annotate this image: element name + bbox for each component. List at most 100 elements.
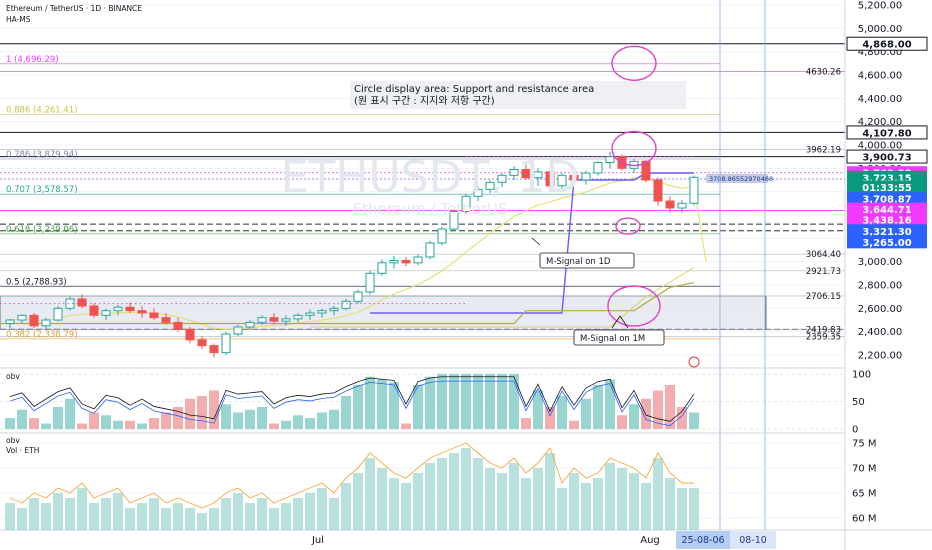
candle-body (221, 333, 231, 354)
obv-bar (449, 374, 459, 429)
sr-circle (607, 285, 661, 327)
volume-bar (317, 488, 327, 530)
obv-bar (485, 374, 495, 429)
obv-bar (269, 423, 279, 429)
price-badge-label: 01:33:55 (862, 183, 912, 194)
candle-body (5, 319, 15, 324)
obv-bar (473, 374, 483, 429)
obv-bar (221, 404, 231, 429)
obv-bar (53, 407, 63, 429)
obv-bar (77, 423, 87, 429)
obv-bar (125, 420, 135, 429)
volume-bar (5, 503, 15, 530)
time-label-jul: Jul (311, 535, 324, 546)
obv-bar (545, 407, 555, 429)
candle-body (485, 181, 495, 190)
fib-label: 0.382 (2,338.79) (6, 330, 78, 340)
obv-bar (629, 404, 639, 429)
fib-label: 0.618 (3,239.06) (6, 225, 78, 235)
candle-body (173, 321, 183, 330)
price-badge-label: 3,900.73 (862, 153, 911, 164)
volume-bar (89, 503, 99, 530)
volume-bar (533, 468, 543, 530)
candle-body (341, 300, 351, 309)
obv-bar (257, 407, 267, 429)
level-label: 2921.73 (806, 267, 841, 277)
obv-bar (509, 374, 519, 429)
price-badge (847, 202, 927, 216)
candle-body (497, 174, 507, 183)
candle-body (125, 306, 135, 312)
obv-bar (41, 423, 51, 429)
time-cursor-badge-2 (730, 531, 776, 549)
candles[interactable] (0, 152, 699, 358)
price-badge-label: 3,265.00 (862, 238, 911, 249)
candle-body (101, 310, 111, 316)
candle-body (17, 314, 27, 321)
price-badges: 4,868.004,107.803,900.733,762.333,723.15… (846, 36, 928, 249)
candle-body (581, 172, 591, 181)
price-tooltip (706, 174, 768, 183)
volume-bar (401, 483, 411, 530)
candle-body (41, 319, 51, 327)
obv-bar (413, 385, 423, 429)
obv-bar (17, 409, 27, 429)
volume-bar (629, 473, 639, 530)
candle-body (365, 272, 375, 293)
obv-bar (293, 415, 303, 429)
candle-body (65, 298, 75, 309)
price-badge-label: 4,107.80 (862, 128, 911, 139)
volume-bar (389, 478, 399, 530)
obv-bar (173, 407, 183, 429)
candle-body (641, 160, 651, 181)
obv-bar (161, 412, 171, 429)
sr-circles (607, 45, 661, 327)
event-marker[interactable] (688, 356, 700, 368)
candle-body (389, 260, 399, 264)
vol-tick: 60 M (852, 514, 877, 525)
sr-circle (611, 130, 657, 167)
vol-tick: 70 M (852, 464, 877, 475)
obv-bar (329, 409, 339, 429)
volume-bar (485, 468, 495, 530)
circle-caption-box (350, 81, 686, 109)
candle-body (353, 291, 363, 302)
price-badge (847, 213, 927, 227)
obv-bar (89, 412, 99, 429)
time-label-aug: Aug (640, 535, 660, 546)
candle-body (281, 318, 291, 322)
obv-bar (101, 415, 111, 429)
candle-body (665, 200, 675, 209)
vol-pane-label-2: Vol · ETH (6, 446, 39, 455)
price-tick: 4,400.00 (858, 94, 903, 105)
volume-bar (677, 488, 687, 530)
price-tick: 2,400.00 (858, 327, 903, 338)
price-badge-label: 4,868.00 (862, 40, 911, 51)
volume-bar (293, 498, 303, 530)
volume-bar (461, 448, 471, 530)
obv-bar (569, 420, 579, 429)
chart-title: Ethereum / TetherUS · 1D · BINANCE (6, 4, 142, 13)
candle-body (245, 321, 255, 328)
obv-line (9, 376, 695, 422)
obv-bar (581, 398, 591, 429)
price-tick: 2,800.00 (858, 281, 903, 292)
price-tick: 4,800.00 (858, 47, 903, 58)
candle-body (305, 312, 315, 316)
circle-caption-en: Circle display area: Support and resista… (354, 84, 594, 95)
candle-body (77, 298, 87, 307)
candle-body (557, 174, 567, 187)
candle-body (269, 317, 279, 322)
price-badge (847, 224, 927, 238)
candle-body (653, 179, 663, 202)
volume-bar (173, 503, 183, 530)
volume-bar (257, 498, 267, 530)
obv-bar (149, 418, 159, 429)
candle-body (545, 171, 555, 187)
candle-body (533, 171, 543, 179)
candle-body (53, 307, 63, 321)
price-badge (847, 180, 927, 194)
volume-bar (329, 498, 339, 530)
volume-bar (305, 493, 315, 530)
candle-body (593, 162, 603, 174)
